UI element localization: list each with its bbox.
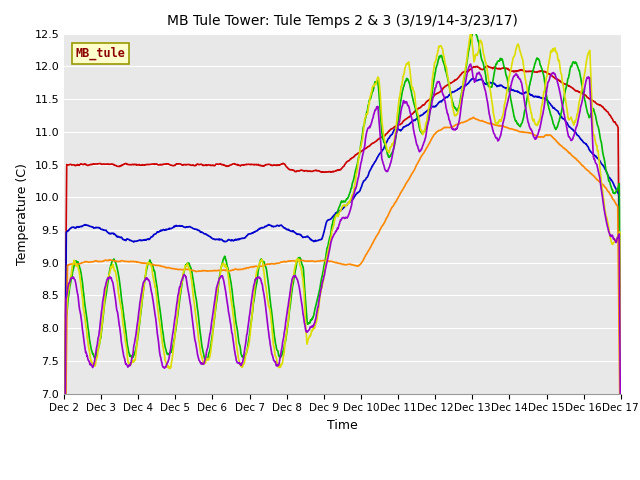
Tul3_Tw+10 [617, 478, 625, 480]
Tul3_Tw+10 [502, 107, 509, 112]
Tul2_Ts0 [502, 85, 509, 91]
Tul2_Tw+10 [246, 327, 254, 333]
Legend: Tul2_Ts-8, Tul2_Ts0, Tul2_Tw+10, Tul3_Ts-8, Tul3_Ts0, Tul3_Tw+10: Tul2_Ts-8, Tul2_Ts0, Tul2_Tw+10, Tul3_Ts… [68, 476, 617, 480]
Tul3_Ts0 [467, 28, 475, 34]
Tul2_Ts-8 [429, 95, 436, 100]
Tul3_Ts-8 [170, 266, 178, 272]
Tul3_Ts-8 [502, 124, 509, 130]
Line: Tul3_Ts0: Tul3_Ts0 [64, 31, 621, 480]
Tul2_Ts-8 [246, 162, 254, 168]
Tul3_Ts-8 [429, 134, 436, 140]
Line: Tul3_Ts-8: Tul3_Ts-8 [64, 117, 621, 480]
X-axis label: Time: Time [327, 419, 358, 432]
Tul3_Ts0 [170, 338, 178, 344]
Tul3_Tw+10 [170, 320, 178, 326]
Tul2_Tw+10 [470, 27, 478, 33]
Tul2_Ts0 [429, 104, 436, 109]
Tul3_Ts-8 [184, 266, 191, 272]
Tul2_Ts-8 [184, 162, 191, 168]
Tul3_Tw+10 [551, 72, 559, 77]
Tul2_Ts0 [184, 224, 191, 229]
Line: Tul3_Tw+10: Tul3_Tw+10 [64, 64, 621, 480]
Tul3_Ts0 [429, 73, 436, 79]
Tul3_Ts0 [246, 332, 254, 338]
Tul2_Tw+10 [184, 261, 191, 266]
Line: Tul2_Ts-8: Tul2_Ts-8 [64, 66, 621, 480]
Tul2_Ts0 [246, 231, 254, 237]
Tul2_Ts0 [469, 76, 477, 82]
Tul2_Tw+10 [429, 85, 436, 91]
Tul2_Ts-8 [551, 75, 559, 81]
Tul3_Tw+10 [246, 309, 254, 314]
Tul3_Ts0 [502, 96, 509, 101]
Tul2_Ts-8 [483, 63, 491, 69]
Tul2_Ts-8 [502, 65, 509, 71]
Tul3_Ts-8 [470, 114, 477, 120]
Tul3_Ts-8 [551, 136, 559, 142]
Tul2_Tw+10 [617, 446, 625, 452]
Tul2_Ts0 [170, 224, 178, 229]
Tul2_Tw+10 [502, 71, 509, 77]
Y-axis label: Temperature (C): Temperature (C) [16, 163, 29, 264]
Title: MB Tule Tower: Tule Temps 2 & 3 (3/19/14-3/23/17): MB Tule Tower: Tule Temps 2 & 3 (3/19/14… [167, 14, 518, 28]
Tul2_Ts-8 [170, 162, 178, 168]
Tul2_Tw+10 [170, 336, 178, 342]
Tul3_Tw+10 [467, 61, 474, 67]
Tul2_Tw+10 [551, 125, 559, 131]
Tul3_Ts0 [184, 263, 191, 268]
Text: MB_tule: MB_tule [75, 47, 125, 60]
Line: Tul2_Ts0: Tul2_Ts0 [64, 79, 621, 480]
Tul2_Ts0 [617, 467, 625, 472]
Tul2_Ts-8 [617, 464, 625, 470]
Tul2_Ts0 [551, 106, 559, 112]
Tul3_Tw+10 [184, 286, 191, 292]
Tul3_Ts0 [617, 461, 625, 467]
Line: Tul2_Tw+10: Tul2_Tw+10 [64, 30, 621, 480]
Tul3_Ts0 [551, 45, 559, 51]
Tul3_Ts-8 [246, 264, 254, 270]
Tul3_Tw+10 [429, 96, 436, 101]
